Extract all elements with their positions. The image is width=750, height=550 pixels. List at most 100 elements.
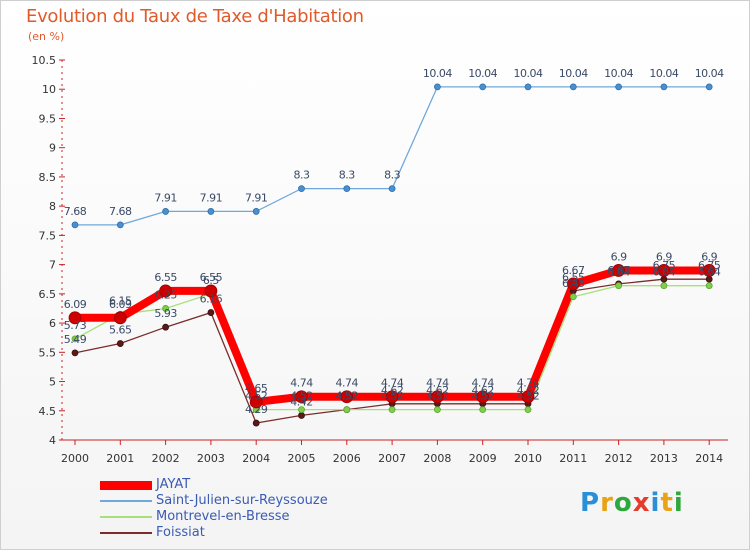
data-label: 10.04 [423,67,452,80]
brand-letter: i [673,488,684,518]
brand-letter: x [632,488,651,518]
data-label: 6.15 [109,294,132,307]
legend-item: Saint-Julien-sur-Reyssouze [100,494,328,508]
data-label: 4.52 [381,390,404,403]
x-tick-label: 2012 [605,452,633,465]
data-point [521,390,535,404]
data-point [343,406,351,414]
data-point [68,311,82,325]
data-label: 4.74 [517,377,540,390]
data-label: 4.52 [471,390,494,403]
x-tick-label: 2011 [559,452,587,465]
y-tick-label: 7.5 [39,229,57,242]
data-point [702,264,716,277]
data-point [433,83,441,91]
data-point [615,83,622,91]
data-label: 6.09 [109,298,132,311]
data-point [705,83,713,91]
y-tick-label: 6.5 [39,288,57,301]
data-label: 4.62 [471,384,494,397]
data-label: 4.52 [245,390,268,403]
data-label: 6.64 [607,266,630,279]
x-tick-label: 2009 [469,452,497,465]
x-tick-label: 2010 [514,452,542,465]
data-point [433,406,441,414]
y-tick-label: 6 [49,317,56,330]
data-label: 4.74 [471,377,494,390]
data-label: 4.52 [336,390,359,403]
data-label: 5.93 [154,307,177,320]
data-point [479,83,487,91]
data-point [162,323,170,331]
data-point [343,185,351,193]
y-tick-label: 5 [49,376,56,389]
data-point [71,349,79,357]
brand-letter: P [580,488,601,518]
data-label: 7.91 [245,191,268,204]
data-point [298,406,305,414]
data-label: 4.74 [381,377,404,390]
y-tick-label: 8 [49,200,56,213]
data-label: 4.62 [426,384,449,397]
x-tick-label: 2014 [695,452,723,465]
legend-label: Foissiat [156,525,205,540]
data-label: 10.04 [649,67,678,80]
data-point [252,419,260,427]
data-point [612,264,625,277]
data-label: 4.65 [245,382,268,395]
data-point [524,83,532,91]
y-tick-label: 9.5 [39,112,57,125]
data-label: 6.55 [154,271,177,284]
data-label: 6.09 [64,298,87,311]
data-label: 4.52 [336,390,359,403]
data-label: 6.75 [698,259,721,272]
data-label: 6.67 [562,264,585,277]
data-point [660,83,668,91]
chart-title: Evolution du Taux de Taxe d'Habitation [26,6,364,27]
data-label: 6.55 [200,271,223,284]
x-tick-label: 2003 [197,452,225,465]
data-point [162,208,170,215]
x-tick-label: 2004 [242,452,270,465]
data-label: 6.75 [653,259,676,272]
data-label: 5.65 [109,324,132,337]
y-tick-label: 5.5 [39,346,57,359]
x-tick-label: 2008 [423,452,451,465]
series-points [68,83,716,427]
data-point [388,406,396,414]
legend-item: Montrevel-en-Bresse [100,510,290,524]
brand-letter: o [613,488,633,518]
data-label: 7.91 [200,191,223,204]
data-point [615,282,622,290]
data-label: 7.68 [64,205,87,218]
y-tick-label: 9 [49,142,56,155]
brand-letter: r [600,488,614,518]
data-point [162,305,170,312]
data-point [479,406,487,414]
legend-swatch [100,500,152,502]
y-tick-label: 7 [49,259,56,272]
data-point [476,390,490,404]
legend-label: Saint-Julien-sur-Reyssouze [156,493,328,508]
data-label: 5.73 [64,319,87,332]
data-point [705,282,713,290]
brand-logo: Proxiti [580,488,684,518]
data-label: 10.04 [695,67,724,80]
y-tick-label: 10 [42,83,56,96]
data-label: 6.5 [203,274,219,287]
data-label: 4.74 [426,377,449,390]
x-tick-label: 2013 [650,452,678,465]
legend-label: JAYAT [156,477,191,492]
data-label: 8.3 [339,169,355,182]
data-label: 5.49 [64,333,87,346]
data-label: 10.04 [604,67,633,80]
data-label: 4.62 [381,384,404,397]
data-label: 6.9 [611,250,627,263]
data-point [566,277,580,291]
data-point [340,390,354,404]
data-label: 6.16 [200,293,223,306]
data-point [116,340,124,347]
data-point [207,208,215,215]
data-point [298,412,305,419]
